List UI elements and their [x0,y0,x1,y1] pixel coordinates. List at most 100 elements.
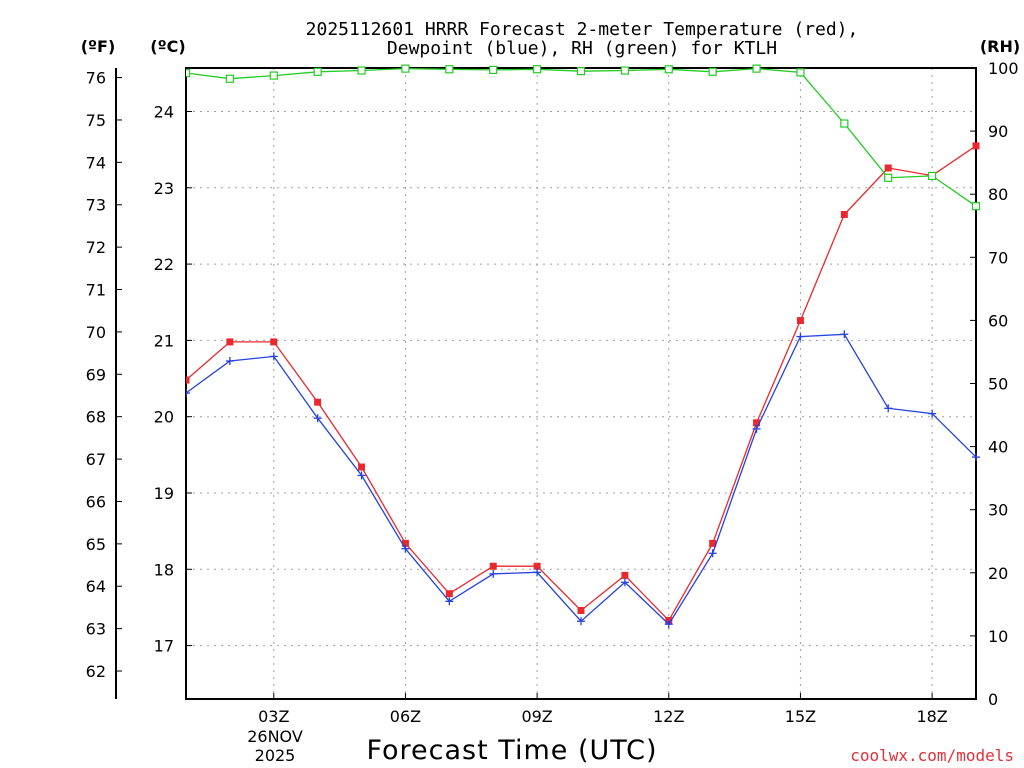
temperature-point [533,562,541,570]
temperature-point [884,164,892,172]
fahrenheit-tick-label: 74 [86,153,106,172]
date-year-label: 2025 [255,746,296,765]
x-tick-label: 03Z [258,707,289,726]
dewpoint-point [225,356,234,365]
celsius-tick-label: 23 [154,179,174,198]
rh-point [489,65,498,74]
temperature-line [186,145,977,622]
temperature-point [314,398,322,406]
fahrenheit-tick-label: 71 [86,281,106,300]
fahrenheit-tick-label: 63 [86,620,106,639]
watermark: coolwx.com/models [850,746,1014,765]
rh-point [401,64,410,73]
dewpoint-point [884,404,893,413]
temperature-point [709,539,717,547]
dewpoint-point [269,352,278,361]
rh-tick-label: 60 [988,311,1008,330]
rh-point [576,67,586,76]
temperature-point [972,142,980,150]
fahrenheit-unit-label: (ºF) [81,37,116,56]
rh-unit-label: (RH) [980,37,1020,56]
rh-point [708,67,717,76]
chart-title-line1: 2025112601 HRRR Forecast 2-meter Tempera… [306,19,859,40]
fahrenheit-tick-label: 70 [86,323,106,342]
fahrenheit-tick-label: 75 [86,111,106,130]
dewpoint-point [972,453,980,462]
temperature-point [621,571,629,579]
dewpoint-point [533,568,542,577]
temperature-point [401,539,409,547]
celsius-tick-label: 20 [154,408,174,427]
dewpoint-point [664,620,673,629]
rh-point [445,65,454,74]
rh-point [971,202,981,211]
dewpoint-point [489,569,498,578]
rh-tick-label: 100 [988,59,1019,78]
fahrenheit-tick-label: 64 [86,577,106,596]
rh-point [928,171,937,181]
rh-tick-label: 70 [988,248,1008,267]
fahrenheit-tick-label: 76 [86,69,106,88]
temperature-point [489,562,497,570]
fahrenheit-tick-label: 72 [86,238,106,257]
chart-title-line2: Dewpoint (blue), RH (green) for KTLH [387,38,777,59]
dewpoint-point [186,389,190,398]
rh-point [225,74,234,83]
celsius-tick-label: 18 [154,560,174,579]
celsius-tick-label: 17 [154,637,174,656]
fahrenheit-tick-label: 69 [86,365,106,384]
temperature-point [358,463,366,471]
temperature-point [577,606,585,614]
dewpoint-point [357,471,366,480]
rh-point [840,119,849,128]
rh-point [884,173,893,182]
temperature-point [840,210,848,218]
rh-point [796,68,805,77]
x-tick-label: 18Z [916,707,947,726]
fahrenheit-tick-label: 67 [86,450,106,469]
rh-tick-label: 40 [988,438,1008,457]
celsius-unit-label: (ºC) [150,37,185,56]
rh-line [186,67,977,207]
fahrenheit-tick-label: 73 [86,196,106,215]
dewpoint-point [313,414,322,423]
x-tick-label: 15Z [785,707,816,726]
axes-layer: 03Z 06Z 09Z 12Z 15Z 18Z 17 18 19 20 21 22 23 24 62 63 64… [86,59,1019,726]
fahrenheit-tick-label: 62 [86,662,106,681]
rh-tick-label: 30 [988,501,1008,520]
celsius-tick-label: 24 [154,102,174,121]
rh-point [269,71,278,80]
celsius-tick-label: 19 [154,484,174,503]
temperature-point [753,419,761,427]
fahrenheit-tick-label: 66 [86,492,106,511]
series-layer [186,64,981,629]
dewpoint-point [620,578,629,587]
rh-tick-label: 90 [988,122,1008,141]
fahrenheit-tick-label: 65 [86,535,106,554]
date-day-label: 26NOV [247,727,303,746]
dewpoint-line [186,333,977,626]
dewpoint-point [928,409,937,418]
dewpoint-point [577,617,585,626]
rh-point [533,65,542,74]
rh-tick-label: 80 [988,185,1008,204]
dewpoint-point [445,597,454,606]
rh-tick-label: 20 [988,564,1008,583]
rh-point [313,67,322,76]
rh-point [186,68,191,78]
dewpoint-point [752,424,761,433]
temperature-point [186,376,190,384]
x-tick-label: 09Z [521,707,552,726]
temperature-point [445,590,453,598]
temperature-point [796,317,804,325]
x-tick-label: 06Z [390,707,421,726]
rh-point [752,64,761,73]
x-axis-title: Forecast Time (UTC) [366,735,657,766]
celsius-tick-label: 22 [154,255,174,274]
rh-tick-label: 0 [988,690,998,709]
fahrenheit-tick-label: 68 [86,408,106,427]
dewpoint-point [796,332,805,341]
rh-point [664,65,673,74]
rh-tick-label: 50 [988,375,1008,394]
